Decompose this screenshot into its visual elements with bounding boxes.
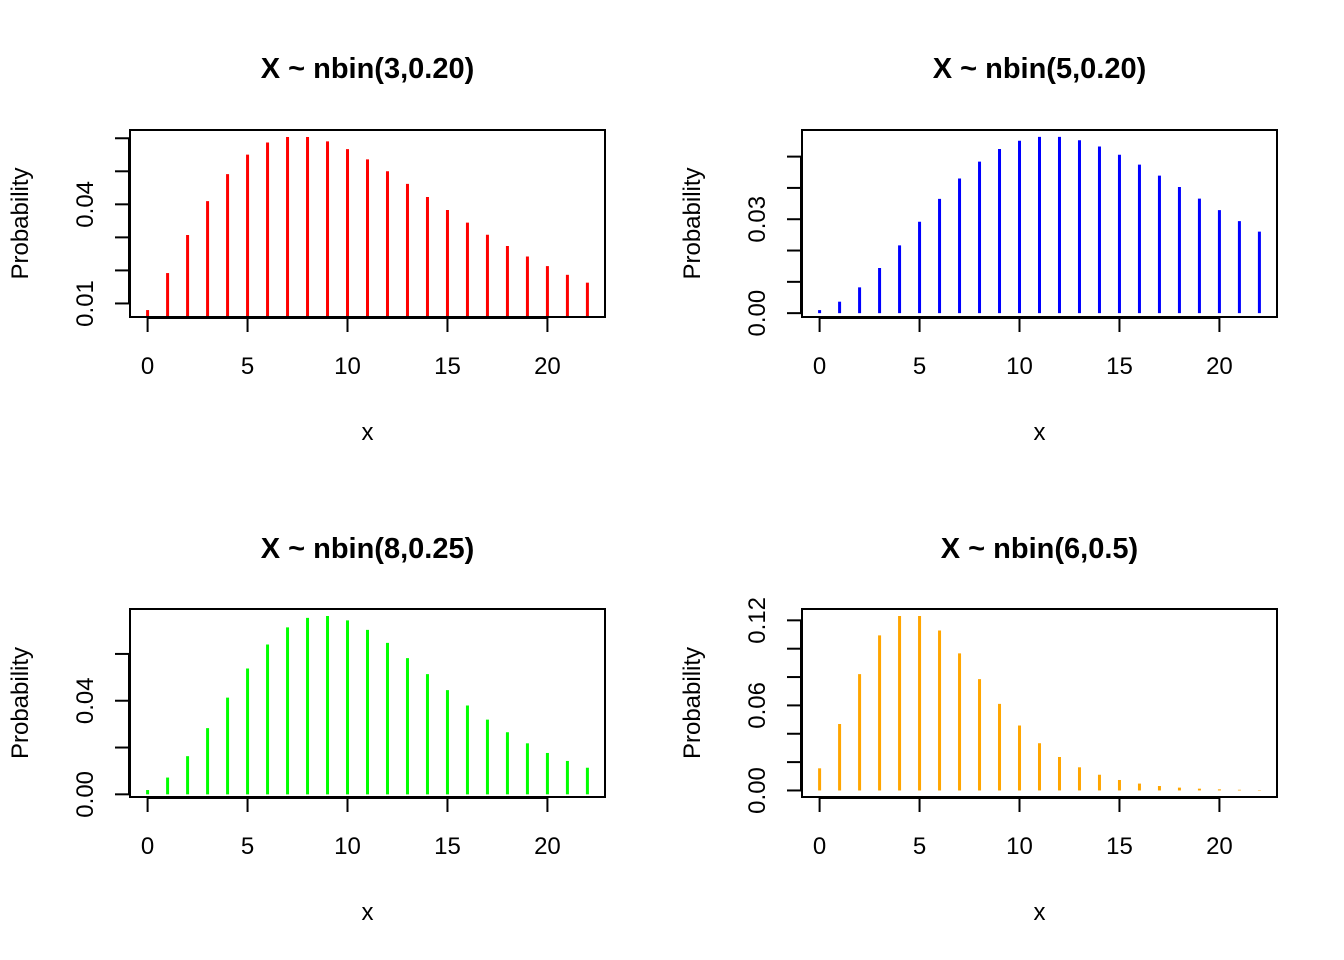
y-tick-label: 0.04 [72, 677, 99, 724]
x-tick-label: 10 [334, 353, 361, 380]
x-axis: 0 5 10 15 20 [813, 797, 1233, 860]
x-axis-label: x [362, 419, 374, 446]
y-tick-label: 0.06 [744, 682, 771, 729]
x-tick-label: 5 [913, 353, 926, 380]
panel-3: X ~ nbin(8,0.25) x Probability 0 5 10 15 20 0.00… [7, 533, 606, 926]
x-tick-label: 15 [434, 833, 461, 860]
y-axis: 0.00 0.06 0.12 [744, 597, 802, 814]
x-tick-label: 0 [141, 833, 154, 860]
y-tick-label: 0.03 [744, 196, 771, 243]
x-tick-label: 0 [813, 353, 826, 380]
y-tick-label: 0.04 [72, 181, 99, 228]
x-tick-label: 10 [1006, 353, 1033, 380]
x-tick-label: 5 [913, 833, 926, 860]
x-axis: 0 5 10 15 20 [813, 317, 1233, 380]
chart-title: X ~ nbin(5,0.20) [933, 53, 1147, 85]
x-axis-label: x [1034, 899, 1046, 926]
y-axis-label: Probability [679, 167, 706, 279]
x-tick-label: 5 [241, 353, 254, 380]
x-tick-label: 0 [813, 833, 826, 860]
y-axis-label: Probability [7, 647, 34, 759]
y-tick-label: 0.12 [744, 597, 771, 644]
x-tick-label: 5 [241, 833, 254, 860]
y-tick-label: 0.00 [744, 290, 771, 337]
panel-1: X ~ nbin(3,0.20) x Probability 0 5 10 15 20 0.01… [7, 53, 606, 446]
x-tick-label: 20 [1206, 353, 1233, 380]
chart-title: X ~ nbin(6,0.5) [941, 533, 1138, 565]
x-axis-label: x [362, 899, 374, 926]
x-tick-label: 20 [534, 353, 561, 380]
x-tick-label: 0 [141, 353, 154, 380]
y-tick-label: 0.00 [72, 771, 99, 818]
y-axis: 0.01 0.04 [72, 137, 130, 327]
chart-title: X ~ nbin(8,0.25) [261, 533, 475, 565]
y-axis: 0.00 0.03 [744, 155, 802, 337]
y-axis-label: Probability [7, 167, 34, 279]
y-tick-label: 0.01 [72, 280, 99, 327]
x-axis: 0 5 10 15 20 [141, 797, 561, 860]
y-tick-label: 0.00 [744, 767, 771, 814]
x-axis: 0 5 10 15 20 [141, 317, 561, 380]
x-tick-label: 15 [1106, 353, 1133, 380]
y-axis: 0.00 0.04 [72, 652, 130, 818]
x-axis-label: x [1034, 419, 1046, 446]
x-tick-label: 15 [1106, 833, 1133, 860]
x-tick-label: 20 [1206, 833, 1233, 860]
x-tick-label: 20 [534, 833, 561, 860]
x-tick-label: 10 [334, 833, 361, 860]
x-tick-label: 10 [1006, 833, 1033, 860]
y-axis-label: Probability [679, 647, 706, 759]
chart-title: X ~ nbin(3,0.20) [261, 53, 475, 85]
x-tick-label: 15 [434, 353, 461, 380]
panel-2: X ~ nbin(5,0.20) x Probability 0 5 10 15 20 0.00… [679, 53, 1278, 446]
